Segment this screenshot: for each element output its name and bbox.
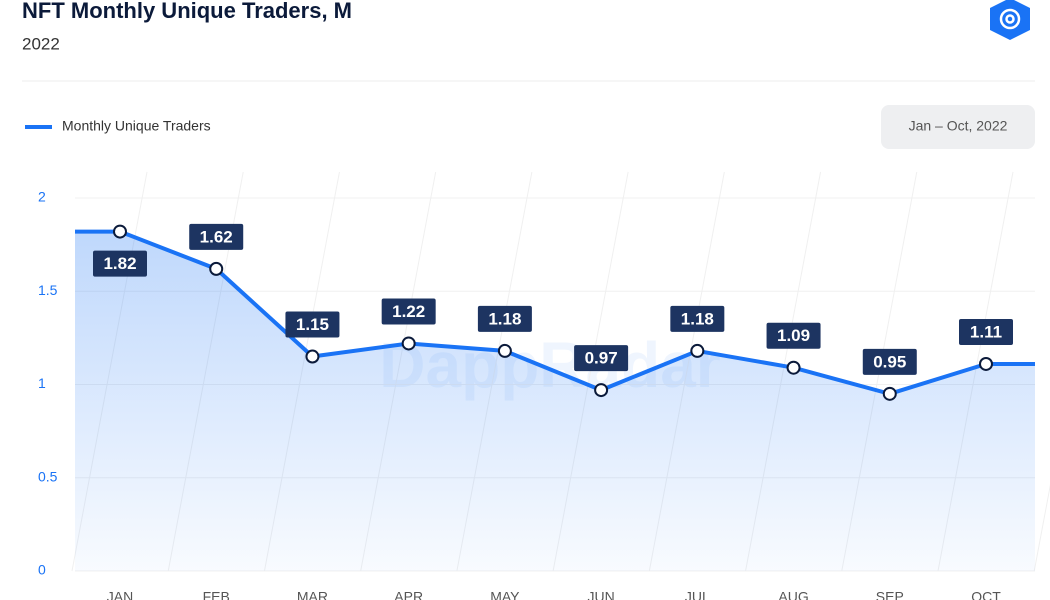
chart-subtitle: 2022 (22, 34, 60, 53)
value-label-bg (959, 318, 1013, 345)
value-label: 1.15 (285, 311, 340, 338)
x-tick-label: OCT (971, 589, 1001, 600)
logo (990, 0, 1030, 40)
value-label-bg (93, 250, 147, 277)
value-label-text: 1.22 (392, 302, 425, 321)
value-label-bg (862, 348, 917, 375)
x-tick-label: AUG (778, 589, 808, 600)
value-label-bg (189, 223, 244, 250)
point (497, 343, 512, 358)
value-label-text: 1.62 (200, 227, 233, 246)
x-tick-label: FEB (203, 589, 230, 600)
value-label-text: 1.18 (488, 309, 521, 328)
value-label-bg (670, 305, 725, 332)
value-label: 1.09 (766, 322, 821, 349)
value-label: 1.82 (93, 250, 147, 277)
value-label-bg (574, 345, 629, 372)
point (209, 261, 224, 276)
x-tick-label: SEP (876, 589, 904, 600)
point (979, 356, 993, 371)
y-tick-label: 0 (38, 562, 46, 578)
value-label-text: 1.82 (103, 254, 136, 273)
date-range-label[interactable]: Jan – Oct, 2022 (909, 118, 1008, 134)
value-label: 1.62 (189, 223, 244, 250)
value-label: 1.18 (477, 305, 532, 332)
value-label-text: 1.18 (681, 309, 714, 328)
y-tick-label: 0.5 (38, 468, 58, 484)
chart-title: NFT Monthly Unique Traders, M (22, 0, 352, 23)
value-label-text: 0.97 (585, 349, 618, 368)
y-tick-label: 1.5 (38, 282, 58, 298)
value-label-text: 0.95 (873, 352, 906, 371)
value-label: 1.11 (959, 318, 1013, 345)
point (786, 360, 801, 375)
point (305, 349, 320, 364)
value-label: 1.18 (670, 305, 725, 332)
x-tick-label: APR (394, 589, 423, 600)
value-label-bg (381, 298, 436, 325)
area (75, 231, 1035, 571)
value-label: 1.22 (381, 298, 436, 325)
point (113, 224, 127, 239)
x-tick-label: JUL (685, 589, 710, 600)
value-label-bg (285, 311, 340, 338)
value-label-text: 1.11 (970, 322, 1002, 341)
date-range-button[interactable]: Jan – Oct, 2022 (881, 105, 1035, 149)
value-label-bg (477, 305, 532, 332)
x-tick-label: MAR (297, 589, 328, 600)
y-tick-label: 1 (38, 375, 46, 391)
date-range-bg[interactable] (881, 105, 1035, 149)
point (401, 336, 416, 351)
value-label: 0.97 (574, 345, 629, 372)
x-tick-label: MAY (490, 589, 520, 600)
point (690, 343, 705, 358)
point (882, 386, 897, 401)
value-label-text: 1.15 (296, 315, 329, 334)
value-label-bg (766, 322, 821, 349)
x-tick-label: JAN (107, 589, 133, 600)
x-tick-label: JUN (587, 589, 614, 600)
value-label-text: 1.09 (777, 326, 810, 345)
value-label: 0.95 (862, 348, 917, 375)
point (594, 383, 609, 398)
y-tick-label: 2 (38, 189, 46, 205)
v-grid (1033, 484, 1050, 572)
legend-label: Monthly Unique Traders (62, 118, 211, 134)
line (119, 229, 987, 396)
